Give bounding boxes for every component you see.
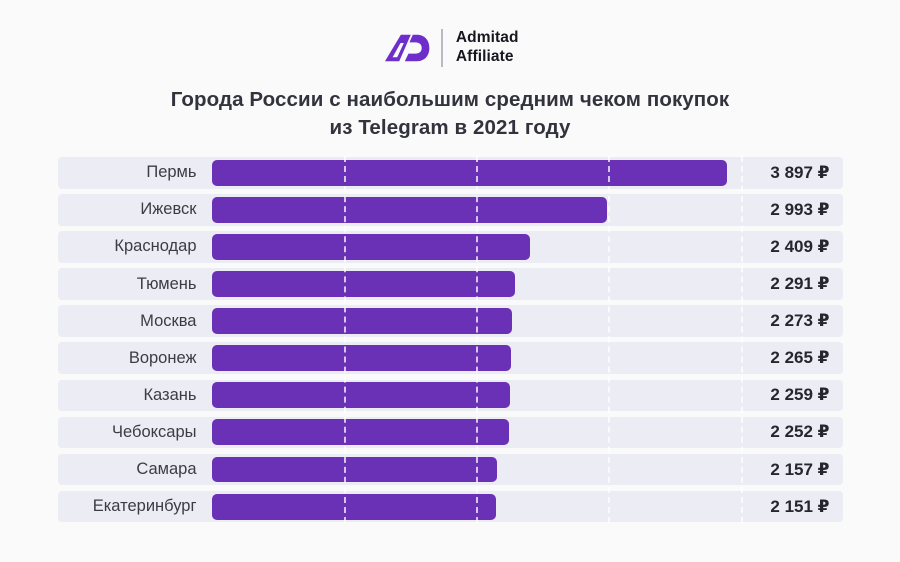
chart-row: Краснодар 2 409 ₽ [57, 231, 843, 263]
value-label: 2 273 ₽ [770, 311, 830, 331]
chart-row: Пермь 3 897 ₽ [57, 157, 843, 189]
city-label: Екатеринбург [92, 497, 197, 516]
chart-row: Москва 2 273 ₽ [57, 305, 843, 337]
chart-row: Ижевск 2 993 ₽ [57, 194, 843, 226]
value-bar [211, 493, 496, 520]
logo-divider [441, 28, 443, 67]
value-label: 2 252 ₽ [770, 422, 830, 442]
city-label: Москва [140, 311, 197, 330]
chart-title-line2: из Telegram в 2021 году [329, 116, 571, 139]
value-bar [211, 345, 512, 372]
city-label: Краснодар [114, 237, 197, 256]
value-bar [211, 196, 608, 223]
value-bar [211, 308, 513, 335]
chart-row: Самара 2 157 ₽ [57, 453, 843, 486]
value-label: 3 897 ₽ [770, 162, 830, 182]
logo-text-line2: Affiliate [455, 47, 514, 65]
value-bar [211, 419, 510, 446]
value-bar [211, 233, 531, 260]
chart-row: Воронеж 2 265 ₽ [57, 342, 843, 374]
city-label: Казань [143, 385, 197, 404]
city-label: Ижевск [140, 200, 197, 219]
city-label: Тюмень [136, 274, 197, 293]
chart-row: Казань 2 259 ₽ [57, 379, 843, 412]
value-label: 2 265 ₽ [770, 348, 830, 368]
value-bar [211, 271, 515, 297]
value-label: 2 157 ₽ [770, 459, 830, 479]
value-label: 2 259 ₽ [770, 385, 830, 405]
chart-rows: Пермь 3 897 ₽ Ижевск 2 993 ₽ Краснодар 2… [57, 157, 843, 523]
value-bar [211, 382, 511, 409]
chart-row: Чебоксары 2 252 ₽ [57, 416, 843, 449]
value-label: 2 291 ₽ [770, 274, 830, 294]
city-label: Чебоксары [112, 422, 197, 441]
bar-chart: Пермь 3 897 ₽ Ижевск 2 993 ₽ Краснодар 2… [57, 156, 843, 524]
chart-title-line1: Города России с наибольшим средним чеком… [170, 88, 730, 111]
chart-row: Екатеринбург 2 151 ₽ [57, 490, 843, 523]
logo-text-line1: Admitad [455, 29, 519, 46]
value-label: 2 409 ₽ [770, 236, 830, 256]
city-label: Пермь [146, 163, 197, 182]
city-label: Воронеж [128, 348, 197, 367]
value-label: 2 151 ₽ [770, 496, 830, 516]
value-bar [211, 456, 497, 483]
logo-text: Admitad Affiliate [456, 29, 519, 66]
value-label: 2 993 ₽ [770, 199, 830, 219]
chart-title: Города России с наибольшим средним чеком… [0, 86, 900, 142]
city-label: Самара [136, 460, 197, 478]
value-bar [211, 159, 727, 186]
admitad-logo-icon [385, 34, 430, 61]
chart-row: Тюмень 2 291 ₽ [57, 268, 843, 300]
logo: Admitad Affiliate [0, 0, 900, 70]
